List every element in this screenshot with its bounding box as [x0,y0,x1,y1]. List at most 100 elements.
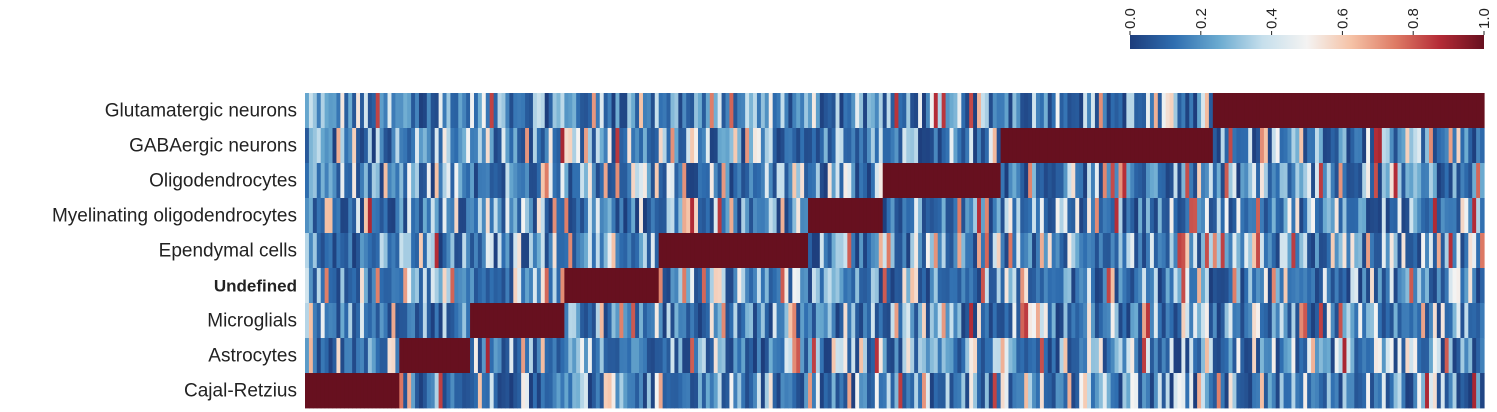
heatmap-cell [1142,163,1147,199]
heatmap-cell [623,163,628,199]
heatmap-cell [1055,373,1061,409]
heatmap-cell [772,163,778,199]
heatmap-cell [996,198,1002,234]
heatmap-cell [328,163,334,199]
heatmap-cell [937,128,943,164]
heatmap-cell [980,373,986,409]
heatmap-cell [387,373,393,409]
heatmap-cell [328,198,334,234]
heatmap-cell [375,128,381,164]
heatmap-cell [1087,338,1092,374]
heatmap-cell [1028,303,1033,339]
heatmap-cell [580,128,585,164]
heatmap-row [305,93,1485,129]
heatmap-cell [348,338,353,374]
heatmap-cell [1216,198,1222,234]
heatmap-cell [1039,163,1045,199]
heatmap-cell [1425,128,1430,164]
heatmap-cell [705,303,711,339]
heatmap-cell [866,338,872,374]
heatmap-cell [1130,373,1135,409]
heatmap-cell [1028,338,1033,374]
heatmap-cell [1197,338,1202,374]
heatmap-cell [430,303,436,339]
heatmap-cell [984,233,990,269]
heatmap-cell [1071,93,1076,129]
heatmap-cell [973,128,978,164]
heatmap-cell [835,93,841,129]
heatmap-cell [1444,303,1450,339]
heatmap-cell [422,198,428,234]
heatmap-cell [1259,93,1265,129]
heatmap-cell [768,198,774,234]
heatmap-cell [1016,128,1021,164]
heatmap-cell [1102,198,1108,234]
heatmap-cell [811,268,817,304]
heatmap-cell [756,233,762,269]
heatmap-cell [1413,268,1418,304]
heatmap-cell [1208,163,1214,199]
heatmap-cell [843,128,848,164]
heatmap-cell [890,198,896,234]
heatmap-cell [1377,198,1383,234]
heatmap-cell [1201,198,1206,234]
heatmap-cell [925,128,931,164]
heatmap-cell [1169,268,1175,304]
heatmap-cell [1468,163,1473,199]
heatmap-cell [713,303,719,339]
heatmap-cell [1059,268,1065,304]
heatmap-cell [580,338,585,374]
heatmap-cell [1291,338,1296,374]
heatmap-cell [481,198,487,234]
heatmap-cell [694,163,699,199]
heatmap-cell [753,303,758,339]
heatmap-row [305,163,1485,199]
heatmap-cell [336,93,341,129]
heatmap-cell [450,373,455,409]
heatmap-cell [505,303,510,339]
heatmap-cell [910,163,915,199]
heatmap-cell [1102,338,1108,374]
heatmap-cell [1397,128,1403,164]
heatmap-cell [1016,303,1021,339]
heatmap-cell [1177,128,1182,164]
heatmap-cell [1059,303,1065,339]
heatmap-cell [1283,373,1289,409]
heatmap-cell [1338,163,1344,199]
heatmap-cell [1393,128,1399,164]
heatmap-cell [1480,268,1485,304]
heatmap-cell [886,233,892,269]
heatmap-cell [1456,93,1462,129]
heatmap-cell [780,93,786,129]
heatmap-cell [623,93,628,129]
heatmap-cell [753,373,758,409]
heatmap-cell [988,303,994,339]
heatmap-cell [552,303,558,339]
heatmap-cell [642,93,648,129]
heatmap-cell [957,128,962,164]
heatmap-cell [305,338,310,374]
heatmap-cell [670,338,676,374]
heatmap-cell [678,128,683,164]
heatmap-cell [654,338,660,374]
heatmap-cell [741,373,746,409]
heatmap-cell [945,198,951,234]
heatmap-cell [804,268,809,304]
heatmap-cell [576,338,581,374]
heatmap-cell [1102,303,1108,339]
heatmap-cell [1201,373,1206,409]
heatmap-cell [348,233,353,269]
heatmap-cell [513,198,518,234]
heatmap-cell [701,93,707,129]
heatmap-cell [340,93,345,129]
heatmap-cell [521,93,526,129]
heatmap-cell [1047,163,1053,199]
heatmap-cell [1311,93,1316,129]
heatmap-cell [717,338,723,374]
heatmap-cell [1334,338,1340,374]
heatmap-cell [1079,373,1084,409]
heatmap-cell [690,233,695,269]
heatmap-cell [356,93,361,129]
heatmap-cell [360,373,365,409]
heatmap-cell [434,373,440,409]
